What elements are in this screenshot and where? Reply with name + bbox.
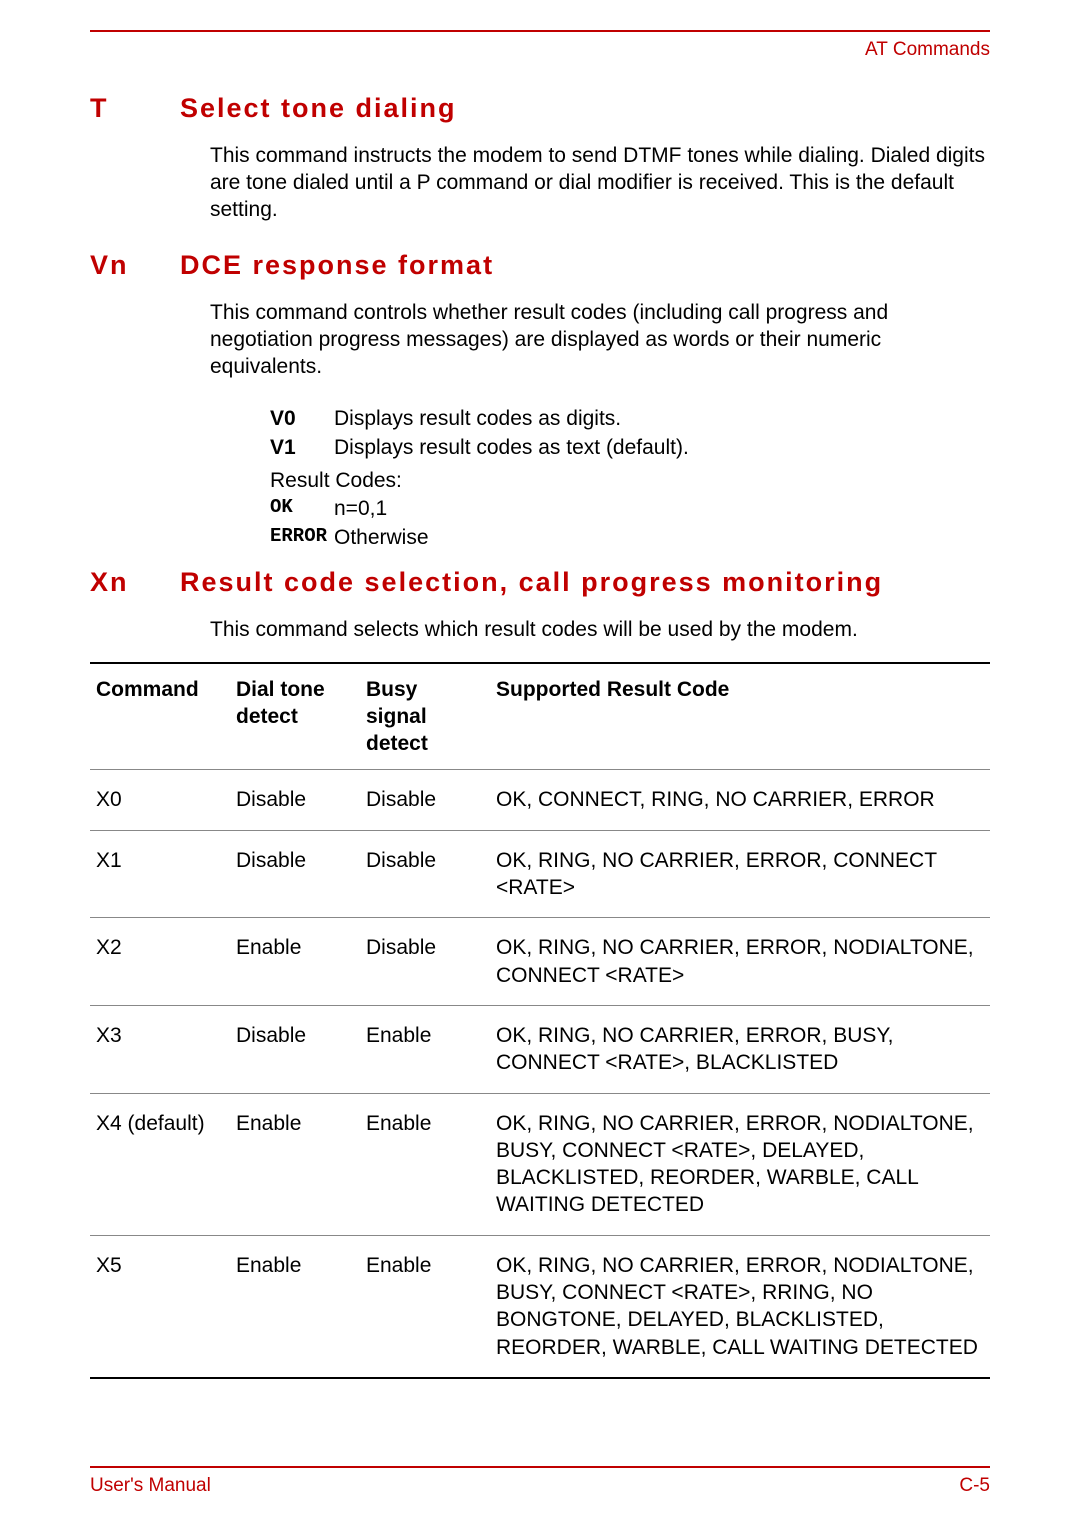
footer-left: User's Manual — [90, 1474, 211, 1499]
cell-cmd: X4 (default) — [90, 1093, 230, 1235]
header-rule — [90, 30, 990, 32]
body-text-vn: This command controls whether result cod… — [210, 299, 990, 381]
xn-table: Command Dial tone detect Busy signal det… — [90, 662, 990, 1379]
cell-cmd: X1 — [90, 830, 230, 918]
table-row: X0 Disable Disable OK, CONNECT, RING, NO… — [90, 770, 990, 830]
cell-bs: Disable — [360, 770, 490, 830]
col-header-resultcode: Supported Result Code — [490, 663, 990, 770]
footer-right: C-5 — [959, 1474, 990, 1499]
result-code-ok: OK — [270, 495, 334, 522]
col-header-command: Command — [90, 663, 230, 770]
cell-rc: OK, RING, NO CARRIER, ERROR, CONNECT <RA… — [490, 830, 990, 918]
footer: User's Manual C-5 — [90, 1466, 990, 1499]
cell-bs: Disable — [360, 918, 490, 1006]
result-code-row: ERROR Otherwise — [270, 524, 990, 551]
param-label-v0: V0 — [270, 405, 334, 432]
section-heading-xn: Xn Result code selection, call progress … — [90, 565, 990, 600]
param-desc-v0: Displays result codes as digits. — [334, 405, 990, 432]
footer-rule — [90, 1466, 990, 1468]
section-heading-t: T Select tone dialing — [90, 91, 990, 126]
body-text-xn: This command selects which result codes … — [210, 616, 990, 643]
cell-rc: OK, RING, NO CARRIER, ERROR, BUSY, CONNE… — [490, 1005, 990, 1093]
cmd-letter-vn: Vn — [90, 248, 180, 283]
cmd-title-t: Select tone dialing — [180, 91, 990, 126]
section-heading-vn: Vn DCE response format — [90, 248, 990, 283]
body-text-t: This command instructs the modem to send… — [210, 142, 990, 224]
param-row: V0 Displays result codes as digits. — [270, 405, 990, 432]
cell-dt: Disable — [230, 1005, 360, 1093]
cell-cmd: X0 — [90, 770, 230, 830]
cell-bs: Enable — [360, 1235, 490, 1378]
param-row: V1 Displays result codes as text (defaul… — [270, 434, 990, 461]
cell-dt: Disable — [230, 770, 360, 830]
cell-rc: OK, RING, NO CARRIER, ERROR, NODIALTONE,… — [490, 1235, 990, 1378]
result-code-ok-desc: n=0,1 — [334, 495, 990, 522]
cell-rc: OK, CONNECT, RING, NO CARRIER, ERROR — [490, 770, 990, 830]
cell-dt: Enable — [230, 1235, 360, 1378]
table-row: X5 Enable Enable OK, RING, NO CARRIER, E… — [90, 1235, 990, 1378]
cell-bs: Enable — [360, 1093, 490, 1235]
cell-cmd: X3 — [90, 1005, 230, 1093]
cell-bs: Enable — [360, 1005, 490, 1093]
result-code-row: OK n=0,1 — [270, 495, 990, 522]
cell-dt: Enable — [230, 1093, 360, 1235]
cell-rc: OK, RING, NO CARRIER, ERROR, NODIALTONE,… — [490, 918, 990, 1006]
cell-dt: Disable — [230, 830, 360, 918]
cell-dt: Enable — [230, 918, 360, 1006]
cmd-title-vn: DCE response format — [180, 248, 990, 283]
table-header-row: Command Dial tone detect Busy signal det… — [90, 663, 990, 770]
param-desc-v1: Displays result codes as text (default). — [334, 434, 990, 461]
cmd-letter-xn: Xn — [90, 565, 180, 600]
param-label-v1: V1 — [270, 434, 334, 461]
cmd-title-xn: Result code selection, call progress mon… — [180, 565, 990, 600]
table-row: X4 (default) Enable Enable OK, RING, NO … — [90, 1093, 990, 1235]
cell-bs: Disable — [360, 830, 490, 918]
cell-cmd: X5 — [90, 1235, 230, 1378]
cell-cmd: X2 — [90, 918, 230, 1006]
col-header-busy: Busy signal detect — [360, 663, 490, 770]
table-row: X2 Enable Disable OK, RING, NO CARRIER, … — [90, 918, 990, 1006]
table-row: X1 Disable Disable OK, RING, NO CARRIER,… — [90, 830, 990, 918]
header-right: AT Commands — [90, 38, 990, 63]
result-codes-label: Result Codes: — [270, 467, 990, 494]
table-row: X3 Disable Enable OK, RING, NO CARRIER, … — [90, 1005, 990, 1093]
col-header-dialtone: Dial tone detect — [230, 663, 360, 770]
result-code-error-desc: Otherwise — [334, 524, 990, 551]
result-code-error: ERROR — [270, 524, 334, 551]
cell-rc: OK, RING, NO CARRIER, ERROR, NODIALTONE,… — [490, 1093, 990, 1235]
cmd-letter-t: T — [90, 91, 180, 126]
